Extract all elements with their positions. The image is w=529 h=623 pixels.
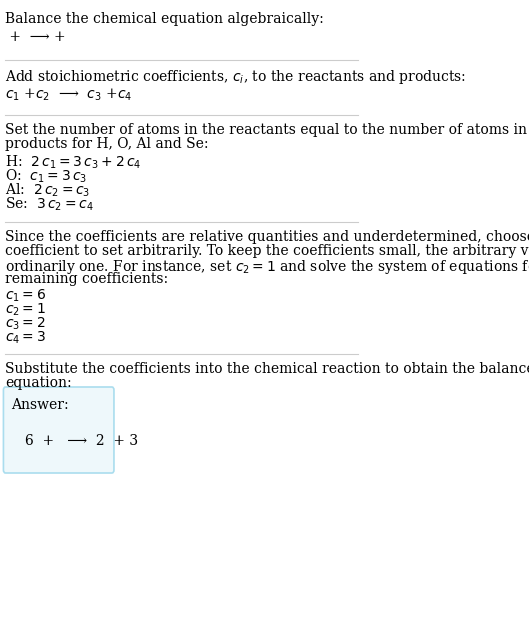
Text: +  ⟶ +: + ⟶ + — [5, 30, 70, 44]
Text: Since the coefficients are relative quantities and underdetermined, choose a: Since the coefficients are relative quan… — [5, 230, 529, 244]
Text: Set the number of atoms in the reactants equal to the number of atoms in the: Set the number of atoms in the reactants… — [5, 123, 529, 137]
Text: Balance the chemical equation algebraically:: Balance the chemical equation algebraica… — [5, 12, 324, 26]
Text: 6  +   ⟶  2  + 3: 6 + ⟶ 2 + 3 — [25, 434, 138, 448]
Text: Se:  $3\,c_2 = c_4$: Se: $3\,c_2 = c_4$ — [5, 196, 94, 214]
Text: $c_1 = 6$: $c_1 = 6$ — [5, 288, 47, 305]
Text: remaining coefficients:: remaining coefficients: — [5, 272, 169, 286]
Text: H:  $2\,c_1 = 3\,c_3 + 2\,c_4$: H: $2\,c_1 = 3\,c_3 + 2\,c_4$ — [5, 154, 142, 171]
Text: Substitute the coefficients into the chemical reaction to obtain the balanced: Substitute the coefficients into the che… — [5, 362, 529, 376]
Text: products for H, O, Al and Se:: products for H, O, Al and Se: — [5, 137, 209, 151]
FancyBboxPatch shape — [3, 387, 114, 473]
Text: coefficient to set arbitrarily. To keep the coefficients small, the arbitrary va: coefficient to set arbitrarily. To keep … — [5, 244, 529, 258]
Text: $c_3 = 2$: $c_3 = 2$ — [5, 316, 46, 333]
Text: $c_4 = 3$: $c_4 = 3$ — [5, 330, 47, 346]
Text: $c_2 = 1$: $c_2 = 1$ — [5, 302, 47, 318]
Text: Answer:: Answer: — [11, 398, 69, 412]
Text: O:  $c_1 = 3\,c_3$: O: $c_1 = 3\,c_3$ — [5, 168, 88, 186]
Text: equation:: equation: — [5, 376, 72, 390]
Text: Add stoichiometric coefficients, $c_i$, to the reactants and products:: Add stoichiometric coefficients, $c_i$, … — [5, 68, 467, 86]
Text: ordinarily one. For instance, set $c_2 = 1$ and solve the system of equations fo: ordinarily one. For instance, set $c_2 =… — [5, 258, 529, 276]
Text: $c_1$ +$c_2$  ⟶  $c_3$ +$c_4$: $c_1$ +$c_2$ ⟶ $c_3$ +$c_4$ — [5, 87, 133, 103]
Text: Al:  $2\,c_2 = c_3$: Al: $2\,c_2 = c_3$ — [5, 182, 91, 199]
